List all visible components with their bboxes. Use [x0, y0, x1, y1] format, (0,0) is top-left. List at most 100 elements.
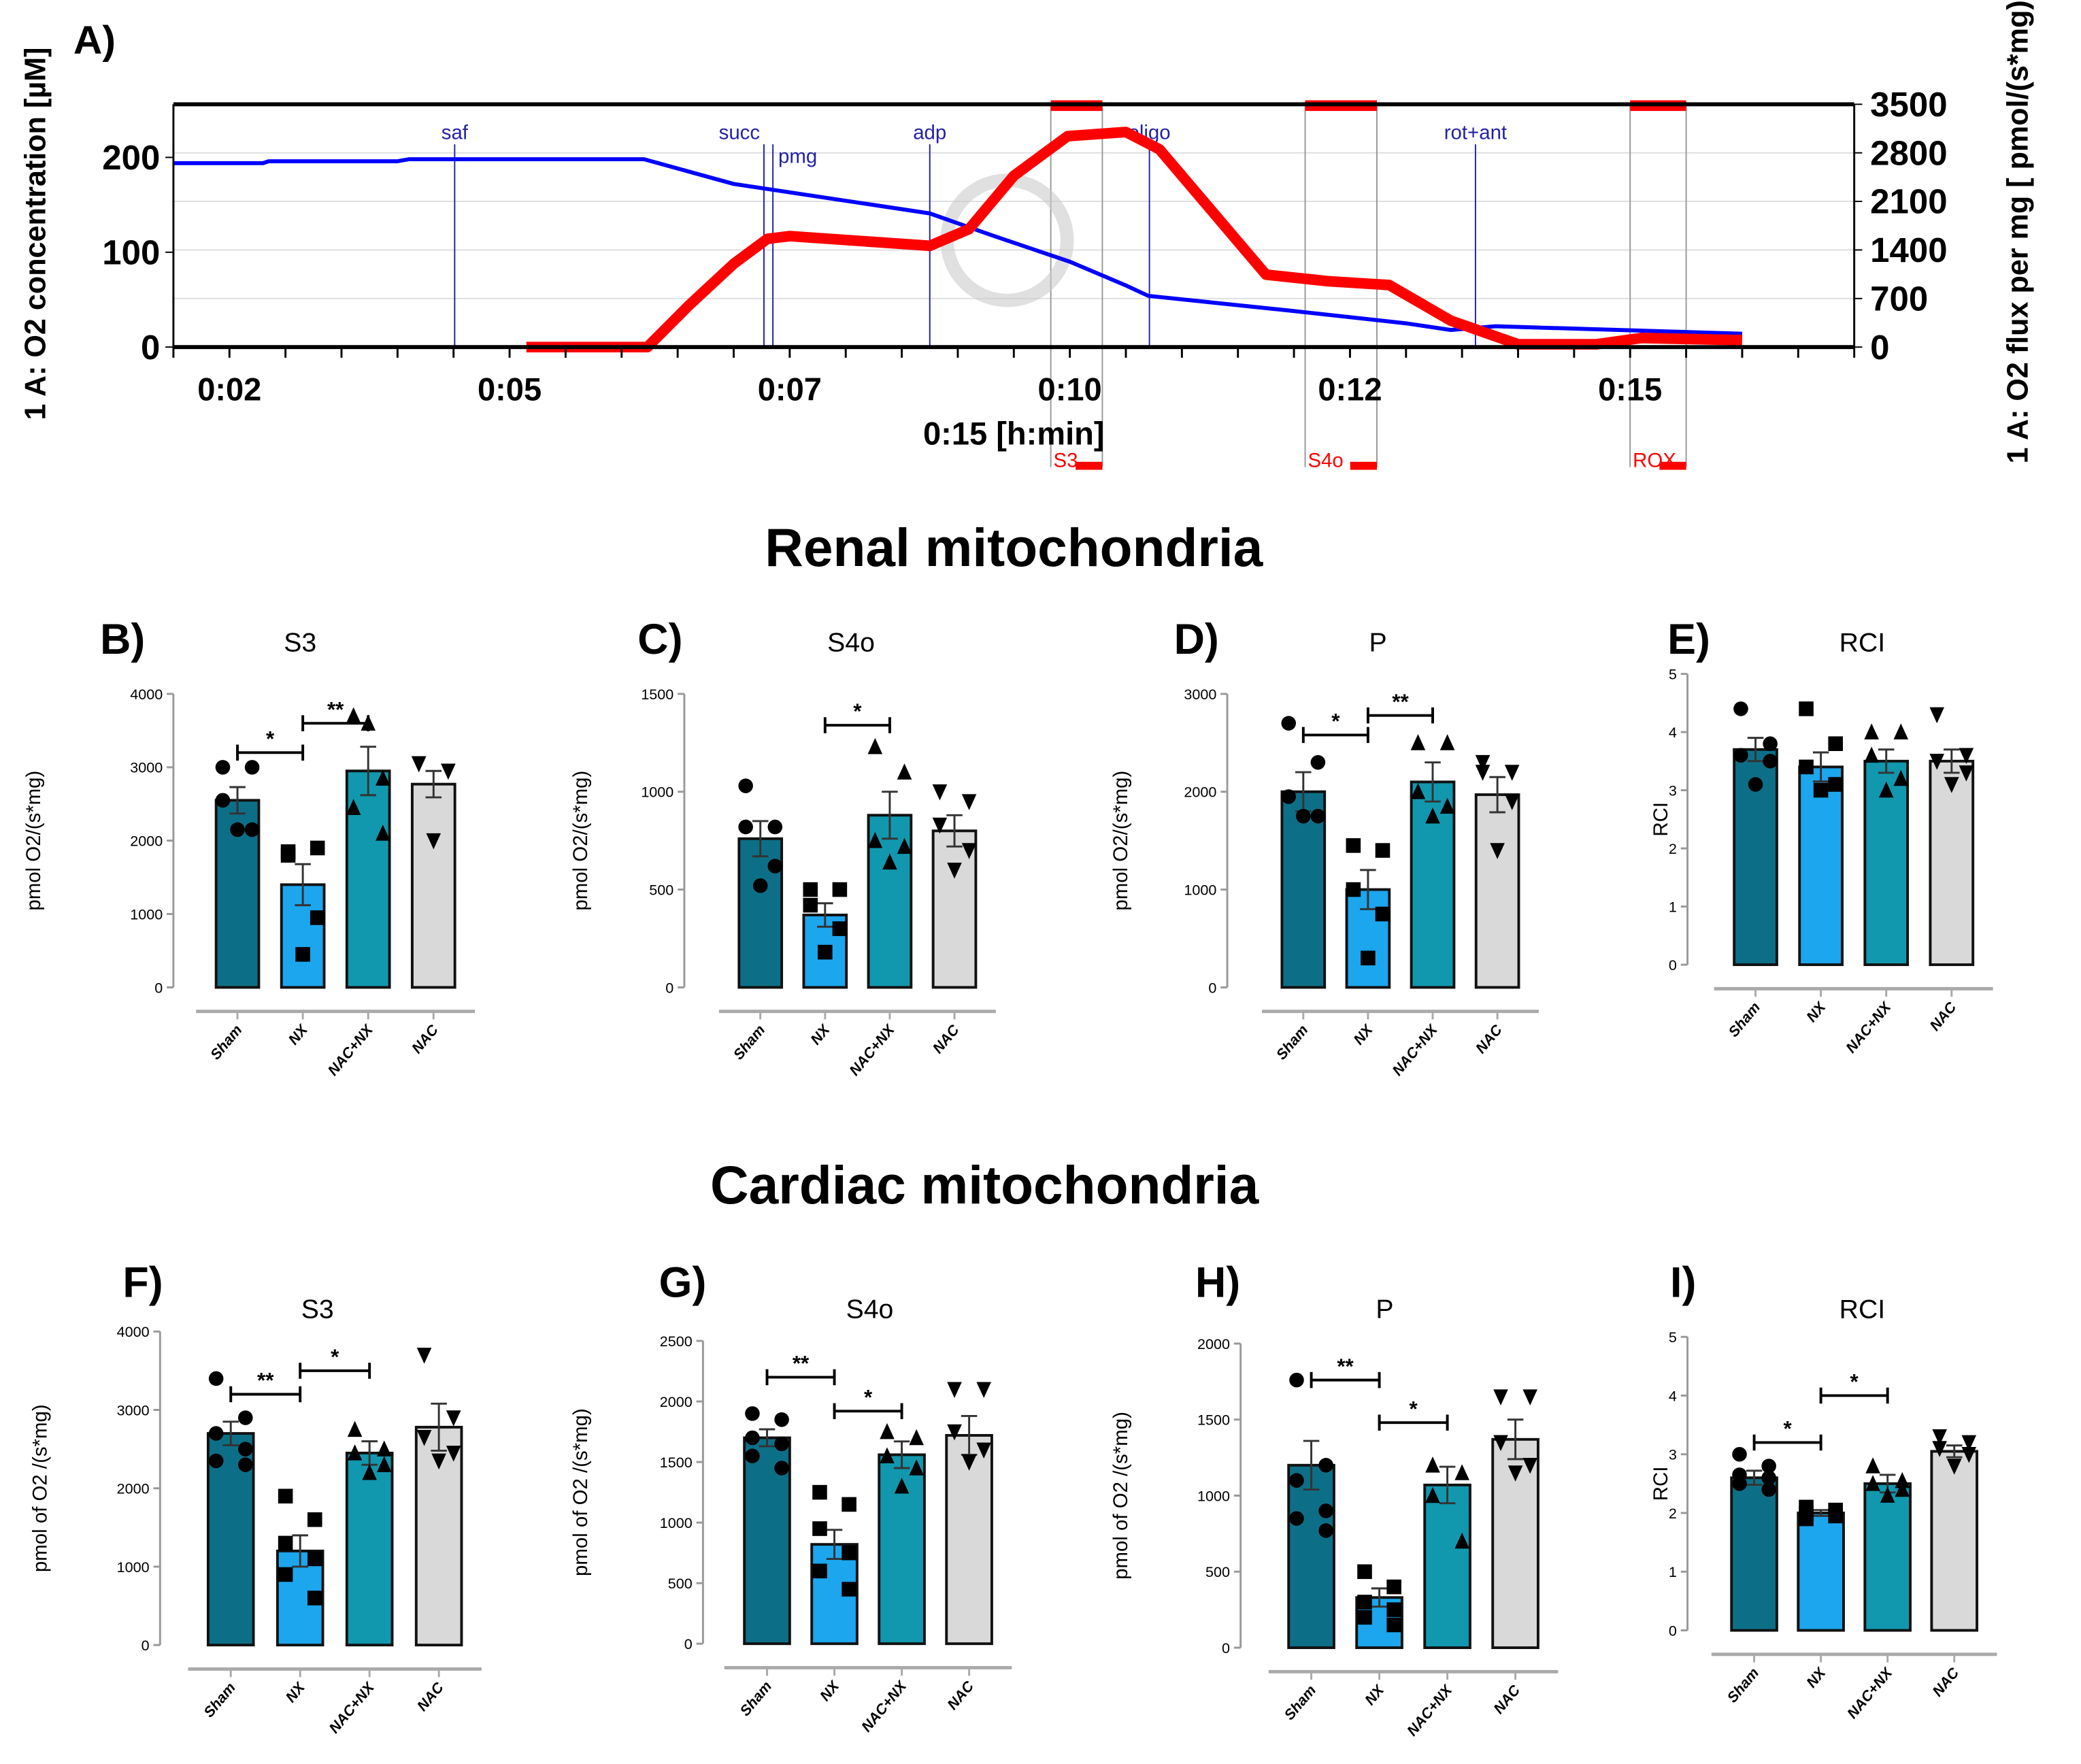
x-tick-label: NAC	[1926, 999, 1959, 1034]
bar-sham	[1287, 1463, 1335, 1650]
down-triangle-marker	[932, 784, 948, 801]
y-axis-title: pmol of O2 /(s*mg)	[1110, 1412, 1132, 1580]
x-tick-label: NAC	[929, 1021, 963, 1056]
y-tick-label: 500	[1205, 1563, 1230, 1580]
x-tick-label: NX	[282, 1678, 308, 1705]
circle-marker	[1761, 1470, 1776, 1486]
x-tick-label: NX	[816, 1677, 843, 1704]
triangle-marker	[1895, 1480, 1910, 1497]
y-tick-label: 0	[665, 979, 673, 996]
y-tick-label: 2000	[130, 833, 163, 850]
section-title-cardiac: Cardiac mitochondria	[710, 1155, 1260, 1215]
panel-label: I)	[1670, 1259, 1696, 1306]
significance-label: *	[266, 727, 275, 750]
y-tick-label: 0	[1669, 956, 1677, 973]
y-tick-label: 3	[1669, 1446, 1677, 1463]
triangle-marker	[867, 737, 883, 754]
significance-label: **	[257, 1369, 274, 1393]
panel-title: S3	[301, 1295, 334, 1325]
x-tick-label: NX	[807, 1020, 833, 1048]
y-axis-title: pmol O2/(s*mg)	[1110, 771, 1132, 911]
circle-marker	[1761, 1459, 1776, 1474]
y-tick-label-right: 700	[1870, 279, 1928, 318]
y-tick-label: 4	[1669, 724, 1677, 741]
significance-label: *	[853, 699, 862, 723]
triangle-marker	[1865, 1475, 1880, 1491]
panel-title: RCI	[1839, 628, 1886, 657]
panel-label: H)	[1195, 1259, 1240, 1306]
x-tick-label: NAC+NX	[858, 1677, 911, 1735]
x-tick-label: NX	[284, 1020, 311, 1048]
panel-c: C) S4o pmol O2/(s*mg) 0 500 1000 1500 Sham NX NAC…	[569, 616, 996, 1079]
down-triangle-marker	[961, 794, 977, 810]
circle-marker	[215, 793, 231, 808]
down-triangle-marker	[1961, 1446, 1977, 1463]
significance-label: *	[1409, 1397, 1418, 1420]
circle-marker	[1732, 1476, 1747, 1491]
panel-title: RCI	[1839, 1295, 1886, 1325]
triangle-marker	[909, 1429, 924, 1446]
down-triangle-marker	[1493, 1389, 1508, 1405]
circle-marker	[745, 1448, 760, 1463]
circle-marker	[208, 1453, 224, 1469]
circle-marker	[1289, 1511, 1304, 1526]
triangle-marker	[1893, 769, 1909, 786]
section-title-renal: Renal mitochondria	[765, 518, 1263, 578]
mark-bar-bottom	[1076, 461, 1103, 470]
triangle-marker	[346, 799, 361, 815]
square-marker	[1799, 701, 1814, 716]
y-tick-label-left: 200	[102, 138, 160, 177]
x-tick-label: 0:12	[1318, 371, 1382, 407]
triangle-marker	[376, 1456, 392, 1472]
x-tick-label: Sham	[730, 1021, 769, 1063]
circle-marker	[745, 1430, 760, 1446]
square-marker	[1357, 1595, 1372, 1610]
square-marker	[803, 897, 818, 913]
x-tick-label: NAC	[408, 1021, 442, 1056]
x-tick-label: NAC	[1490, 1682, 1523, 1717]
triangle-marker	[909, 1459, 924, 1476]
triangle-marker	[880, 1447, 895, 1463]
triangle-marker	[897, 763, 912, 780]
circle-marker	[244, 822, 260, 837]
down-triangle-marker	[1929, 754, 1945, 770]
y-tick-label: 4	[1669, 1387, 1677, 1404]
down-triangle-marker	[976, 1382, 991, 1399]
down-triangle-marker	[1946, 1459, 1962, 1475]
down-triangle-marker	[1959, 765, 1974, 782]
y-axis-title-left: 1 A: O2 concentration [µM]	[20, 48, 52, 420]
down-triangle-marker	[947, 1382, 962, 1399]
bar-nac-nx	[1863, 1482, 1912, 1632]
square-marker	[278, 1567, 293, 1582]
y-tick-label: 1000	[660, 1514, 693, 1531]
square-marker	[278, 1535, 293, 1551]
bar-nac-nx	[1423, 1483, 1471, 1650]
triangle-marker	[1880, 1486, 1895, 1503]
down-triangle-marker	[1475, 754, 1491, 771]
y-axis-title-right: 1 A: O2 flux per mg [ pmol/(s*mg)]	[2002, 0, 2035, 464]
triangle-marker	[1410, 734, 1426, 750]
x-tick-label: NX	[1350, 1020, 1376, 1048]
circle-marker	[1732, 1446, 1747, 1462]
y-tick-label-right: 1400	[1870, 231, 1947, 269]
square-marker	[307, 1512, 322, 1527]
down-triangle-marker	[416, 1348, 432, 1364]
square-marker	[1386, 1602, 1401, 1617]
bar-nac	[1929, 759, 1975, 967]
circle-marker	[774, 1412, 789, 1427]
down-triangle-marker	[431, 1453, 446, 1470]
down-triangle-marker	[947, 1424, 962, 1441]
y-tick-label: 0	[1208, 979, 1216, 996]
triangle-marker	[1864, 746, 1879, 763]
square-marker	[812, 1484, 827, 1500]
circle-marker	[208, 1426, 224, 1441]
y-tick-label: 2000	[1197, 1335, 1230, 1352]
square-marker	[1346, 882, 1361, 897]
down-triangle-marker	[426, 833, 442, 850]
x-axis-title: 0:15 [h:min]	[923, 415, 1105, 451]
bar-nx	[1797, 1512, 1845, 1632]
significance-label: *	[331, 1345, 339, 1369]
square-marker	[278, 1488, 293, 1504]
